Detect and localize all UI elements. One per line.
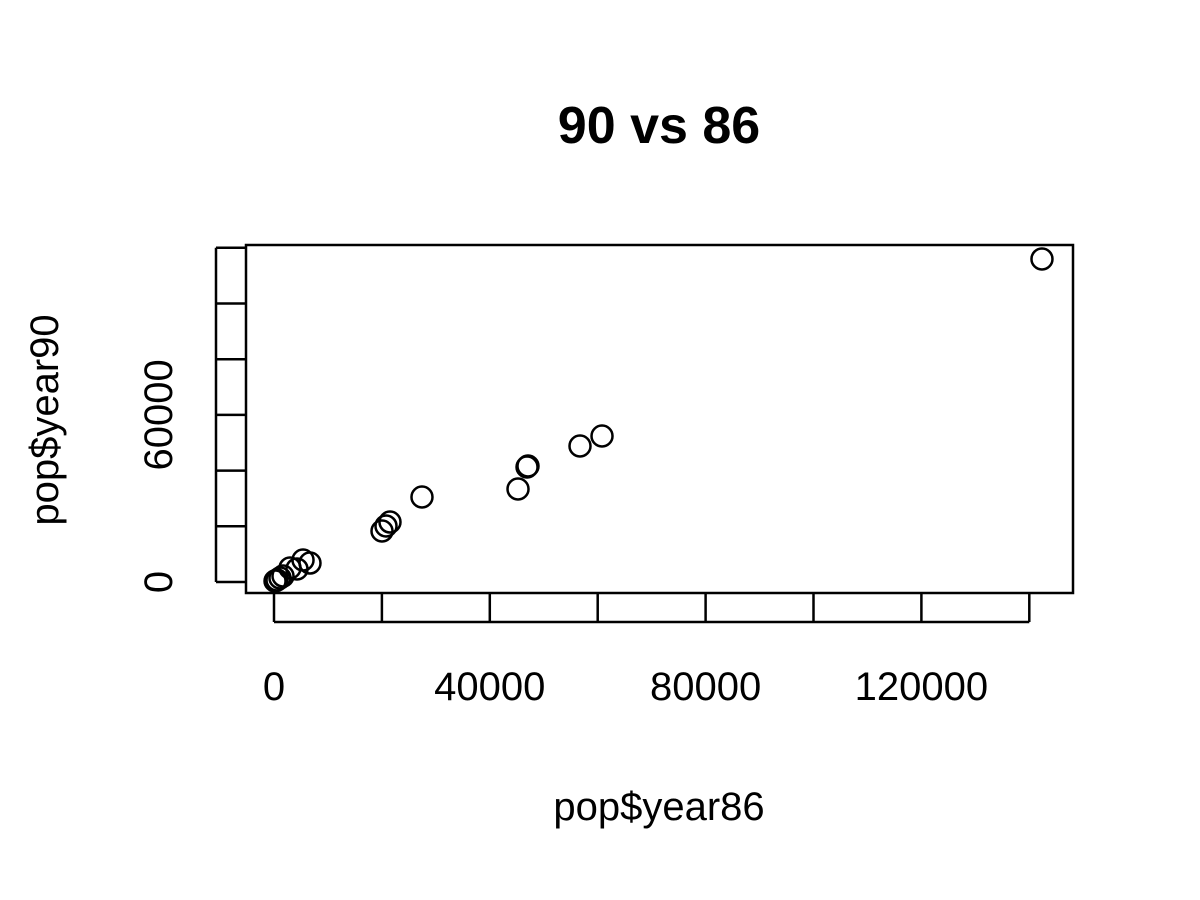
point	[370, 519, 394, 543]
x-tick-label: 120000	[855, 665, 988, 709]
point	[374, 514, 398, 538]
point	[263, 569, 287, 593]
chart-title: 90 vs 86	[558, 97, 760, 155]
y-axis-label: pop$year90	[23, 314, 67, 525]
plot-box	[244, 243, 1075, 595]
point	[515, 455, 539, 479]
y-tick-label: 60000	[137, 359, 181, 470]
point	[268, 566, 292, 590]
x-tick-label: 40000	[434, 665, 545, 709]
point	[506, 477, 530, 501]
x-tick-label: 0	[263, 665, 285, 709]
point	[410, 485, 434, 509]
point	[590, 424, 614, 448]
point	[568, 434, 592, 458]
y-tick-label: 0	[137, 571, 181, 593]
x-axis-label: pop$year86	[553, 785, 764, 829]
point	[1030, 247, 1054, 271]
x-tick-label: 80000	[650, 665, 761, 709]
